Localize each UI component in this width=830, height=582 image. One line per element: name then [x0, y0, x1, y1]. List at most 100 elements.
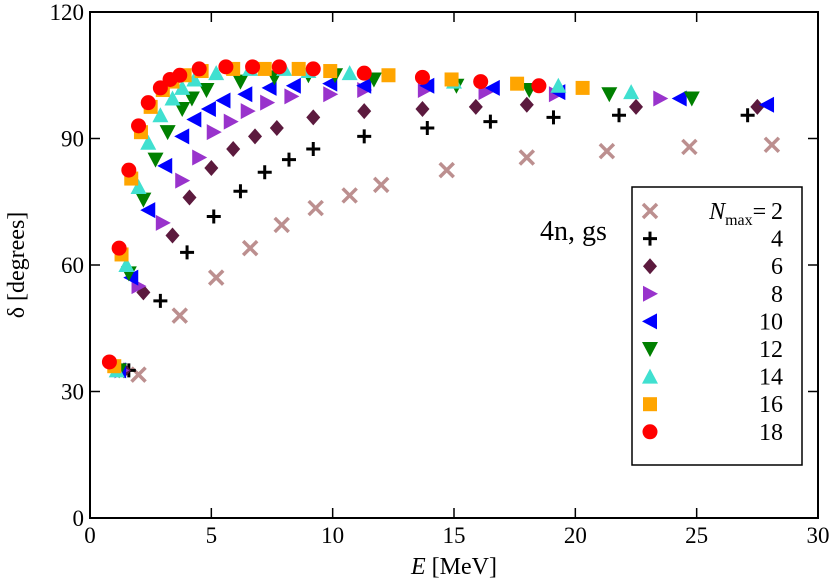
x-tick-label: 10 [321, 523, 344, 548]
marker-diamond [415, 100, 430, 117]
marker-tri-left [642, 313, 657, 330]
marker-tri-left [186, 111, 202, 128]
plot-marks [101, 59, 781, 383]
marker-square [643, 397, 657, 412]
marker-square [323, 64, 338, 79]
marker-circle [101, 354, 117, 370]
marker-tri-up [152, 107, 169, 123]
marker-diamond [519, 96, 534, 113]
marker-tri-left [157, 157, 173, 174]
marker-tri-right [192, 149, 208, 166]
marker-diamond [468, 98, 483, 115]
marker-diamond [182, 189, 197, 206]
marker-x [372, 176, 390, 194]
marker-circle [111, 240, 127, 256]
marker-x [171, 307, 189, 324]
marker-diamond [629, 98, 643, 115]
legend-label: 16 [759, 392, 783, 418]
marker-tri-left [140, 202, 156, 219]
marker-circle [356, 65, 372, 81]
annotation: 4n, gs [540, 216, 607, 247]
marker-plus [281, 152, 296, 167]
y-tick-label: 90 [61, 127, 84, 152]
marker-plus [306, 142, 321, 157]
marker-tri-left [484, 79, 500, 96]
marker-x [598, 142, 616, 160]
marker-tri-left [671, 90, 687, 107]
y-axis-label: δ [degrees] [4, 212, 30, 319]
marker-tri-left [261, 79, 277, 96]
marker-tri-down [183, 91, 200, 107]
legend-name: 2 [771, 199, 783, 225]
marker-tri-up [164, 90, 181, 106]
marker-tri-right [260, 94, 276, 111]
marker-tri-down [198, 83, 215, 99]
marker-plus [233, 184, 248, 199]
marker-tri-down [601, 87, 618, 103]
marker-circle [191, 61, 207, 77]
marker-tri-right [223, 113, 239, 130]
marker-x [307, 199, 324, 217]
marker-plus [612, 108, 627, 123]
marker-tri-left [285, 77, 301, 94]
marker-diamond [750, 98, 765, 115]
marker-circle [152, 80, 168, 96]
marker-circle [131, 118, 147, 134]
marker-tri-right [284, 88, 300, 105]
marker-tri-left [215, 92, 231, 109]
x-tick-label: 15 [443, 523, 466, 548]
marker-square [291, 61, 306, 76]
legend-label: 8 [771, 282, 783, 308]
marker-circle [218, 59, 234, 75]
y-tick-label: 120 [50, 0, 85, 25]
marker-plus [180, 245, 195, 260]
marker-circle [642, 424, 658, 440]
marker-diamond [306, 109, 321, 126]
marker-diamond [269, 119, 284, 136]
marker-tri-left [419, 77, 435, 94]
marker-square [257, 61, 272, 76]
legend-label: 14 [759, 365, 783, 391]
x-label-symbol: E [410, 554, 426, 580]
marker-circle [531, 78, 547, 94]
marker-tri-left [174, 128, 190, 145]
marker-tri-up [341, 65, 358, 81]
marker-square [381, 68, 396, 83]
x-tick-label: 30 [807, 523, 830, 548]
marker-tri-down [135, 192, 152, 208]
marker-plus [206, 209, 221, 224]
marker-tri-down [147, 152, 164, 168]
marker-x [241, 239, 259, 257]
marker-diamond [248, 128, 263, 145]
marker-tri-left [200, 100, 216, 117]
marker-tri-right [653, 90, 669, 107]
marker-tri-down [174, 101, 191, 117]
marker-circle [414, 69, 430, 85]
marker-tri-up [208, 65, 225, 81]
marker-tri-right [240, 103, 256, 120]
marker-tri-up [642, 368, 658, 384]
marker-diamond [165, 227, 180, 244]
marker-plus [357, 129, 372, 144]
marker-tri-left [356, 77, 372, 94]
marker-x [641, 202, 659, 220]
legend-label: Nmax= 2 [708, 199, 783, 229]
x-axis-label: E [MeV] [410, 554, 497, 580]
marker-tri-up [550, 77, 567, 93]
marker-square [444, 72, 459, 87]
x-tick-label: 25 [685, 523, 708, 548]
marker-diamond [357, 103, 372, 120]
x-label-unit: [MeV] [432, 554, 497, 580]
legend-label: 10 [759, 309, 783, 335]
marker-x [763, 136, 781, 154]
marker-diamond [226, 141, 241, 158]
marker-diamond [204, 160, 219, 177]
legend-title-subscript: max [725, 212, 753, 229]
marker-tri-up [140, 134, 157, 150]
marker-plus [740, 108, 755, 123]
marker-plus [483, 114, 498, 129]
marker-x [207, 269, 225, 286]
marker-tri-up [174, 79, 191, 95]
legend-box [631, 186, 803, 466]
